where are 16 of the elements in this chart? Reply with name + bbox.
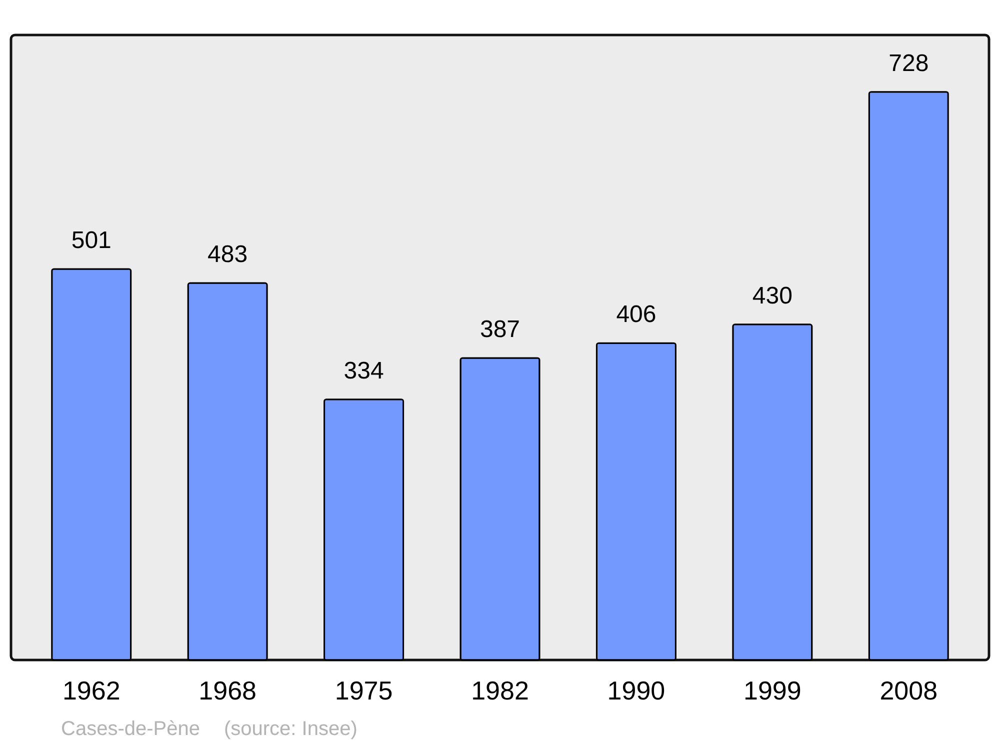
x-tick-label: 1999 <box>744 676 802 706</box>
data-label: 728 <box>888 50 929 77</box>
x-tick-label: 1968 <box>198 676 256 706</box>
data-label: 334 <box>344 357 384 384</box>
data-label: 501 <box>71 226 112 254</box>
x-tick-label: 1962 <box>62 676 120 706</box>
data-label: 387 <box>480 316 520 343</box>
data-label: 406 <box>616 301 656 328</box>
text: (source: Insee) <box>224 718 358 740</box>
x-tick-label: 1990 <box>607 676 666 706</box>
x-tick-label: 2008 <box>880 676 938 706</box>
data-label: 430 <box>752 282 792 310</box>
x-tick-label: 1975 <box>334 676 393 706</box>
x-tick-label: 1982 <box>471 676 529 706</box>
data-label: 483 <box>208 241 248 268</box>
text: Cases-de-Pène <box>61 718 200 740</box>
